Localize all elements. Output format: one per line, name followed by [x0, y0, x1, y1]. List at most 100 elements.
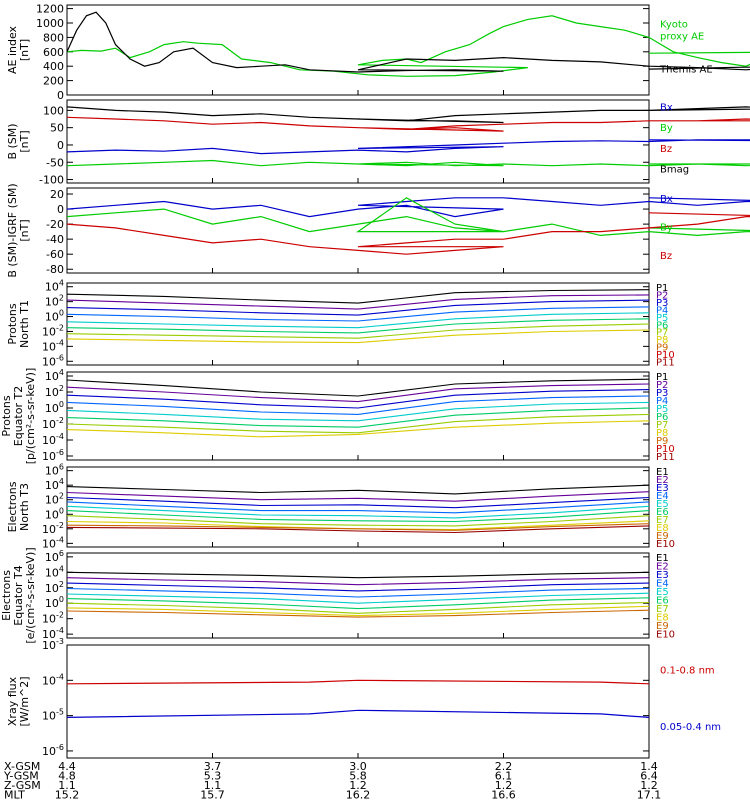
y-tick-label: 100 — [45, 595, 64, 610]
orbit-row-label: Z-GSM — [4, 779, 41, 792]
legend-entry: P3 — [656, 388, 668, 399]
legend-entry: By — [660, 223, 673, 234]
orbit-table: X-GSM 4.4 3.7 3.0 2.2 1.4 Y-GSM 4.8 5.3 5.8 6.1 6.4… — [3, 760, 663, 800]
channel-line-P7 — [66, 323, 650, 339]
legend-entry: P8 — [656, 335, 668, 346]
legend-entry: Kyoto proxy AE — [660, 20, 704, 43]
y-tick-label: 50 — [50, 122, 64, 135]
y-tick-label: 10-5 — [42, 708, 64, 723]
series-line-Bx — [66, 197, 750, 218]
legend-entry: Themis AE — [659, 65, 713, 76]
y-tick-label: 102 — [45, 492, 64, 507]
y-tick-label: 102 — [45, 384, 64, 399]
orbit-value: 2030 — [199, 798, 227, 800]
orbit-value: 16.2 — [346, 789, 371, 800]
channel-line-E6 — [66, 597, 650, 610]
y-tick-label: 100 — [43, 104, 64, 117]
orbit-value: 4.8 — [58, 770, 76, 783]
channel-line-E6 — [66, 510, 650, 523]
channel-line-E10 — [66, 525, 650, 534]
y-tick-label: 10-2 — [42, 611, 64, 626]
legend-entry: P8 — [656, 428, 668, 439]
orbit-value: 16.6 — [491, 789, 516, 800]
legend-entry: E1 — [656, 553, 669, 564]
legend-entry: E4 — [656, 491, 669, 502]
y-tick-label: -100 — [39, 174, 64, 187]
orbit-row-label: hhmm — [4, 798, 39, 800]
channel-line-P8 — [66, 329, 650, 344]
legend-entry: E6 — [656, 507, 669, 518]
legend-entry: E7 — [656, 604, 669, 615]
series-line-Bmag — [66, 106, 750, 124]
legend-entry: P5 — [656, 313, 668, 324]
orbit-value: 2.2 — [495, 760, 513, 773]
channel-line-P4 — [66, 306, 650, 322]
y-axis-label: ProtonsEquator T2[p/(cm²-s-sr-keV)] — [0, 368, 37, 465]
channel-line-P6 — [66, 407, 650, 428]
series-line-Bx — [66, 139, 750, 155]
y-tick-label: 10-2 — [42, 323, 64, 338]
channel-line-E5 — [66, 505, 650, 519]
channel-line-E9 — [66, 523, 650, 531]
y-tick-label: -50 — [46, 156, 64, 169]
legend-entry: P4 — [656, 396, 668, 407]
channel-line-P5 — [66, 401, 650, 422]
orbit-row-label: Y-GSM — [3, 770, 39, 783]
channel-line-E7 — [66, 515, 650, 527]
channel-line-P8 — [66, 420, 650, 438]
panel-frame — [66, 644, 650, 759]
orbit-value: 6.1 — [495, 770, 513, 783]
legend-entry: 0.1-0.8 nm — [660, 665, 715, 676]
orbit-row-label: MLT — [4, 789, 25, 800]
legend-entry: E10 — [656, 630, 675, 641]
legend-entry: P5 — [656, 404, 668, 415]
orbit-value: 1.1 — [204, 779, 222, 792]
channel-line-E1 — [66, 484, 650, 495]
legend-entry: E4 — [656, 579, 669, 590]
orbit-value: 4.4 — [58, 760, 76, 773]
channel-line-E2 — [66, 491, 650, 502]
channel-line-E4 — [66, 587, 650, 598]
y-tick-label: 106 — [45, 549, 64, 564]
legend-entry: E9 — [656, 621, 669, 632]
legend-entry: Bx — [660, 102, 673, 113]
series-line-Bz — [66, 116, 750, 132]
y-axis-label: B (SM)[nT] — [6, 123, 31, 159]
channel-line-E5 — [66, 592, 650, 604]
panel-frame — [66, 187, 650, 274]
panel-2: -100 -50 0 50 100 B (SM)[nT] Bx By Bz Bmag — [6, 99, 750, 187]
y-tick-label: -80 — [46, 263, 64, 276]
legend-entry: E3 — [656, 570, 669, 581]
legend-entry: P2 — [656, 290, 668, 301]
series-line-Kyoto proxy AE — [66, 15, 750, 77]
legend-entry: Bz — [660, 144, 672, 155]
legend-entry: Bmag — [660, 165, 689, 176]
y-tick-label: 0 — [57, 203, 64, 216]
legend-entry: E1 — [656, 467, 669, 478]
y-tick-label: 10-4 — [42, 338, 64, 353]
y-tick-label: 102 — [45, 294, 64, 309]
legend-entry: P1 — [656, 372, 668, 383]
y-tick-label: 10-6 — [42, 353, 64, 368]
legend-entry: P4 — [656, 305, 668, 316]
channel-line-P7 — [66, 413, 650, 434]
y-tick-label: 1200 — [36, 3, 64, 16]
y-axis-label: ElectronsNorth T3 — [6, 481, 31, 532]
legend-entry: E8 — [656, 613, 669, 624]
y-axis-label: Xray flux[W/m^2] — [6, 676, 31, 726]
legend-entry: P2 — [656, 380, 668, 391]
channel-line-P2 — [66, 294, 650, 310]
y-tick-label: 0 — [57, 139, 64, 152]
y-tick-label: 104 — [45, 279, 64, 294]
y-tick-label: -60 — [46, 248, 64, 261]
channel-line-E8 — [66, 605, 650, 617]
orbit-value: 1.1 — [58, 779, 76, 792]
y-tick-label: 100 — [45, 506, 64, 521]
panel-3: -80 -60 -40 -20 0 20 B (SM)-IGRF (SM)[nT] Bx By B… — [6, 183, 750, 278]
legend-entry: E5 — [656, 499, 669, 510]
orbit-value: 1.2 — [495, 779, 513, 792]
y-axis-label: ProtonsNorth T1 — [6, 300, 31, 348]
orbit-row-label: X-GSM — [4, 760, 40, 773]
